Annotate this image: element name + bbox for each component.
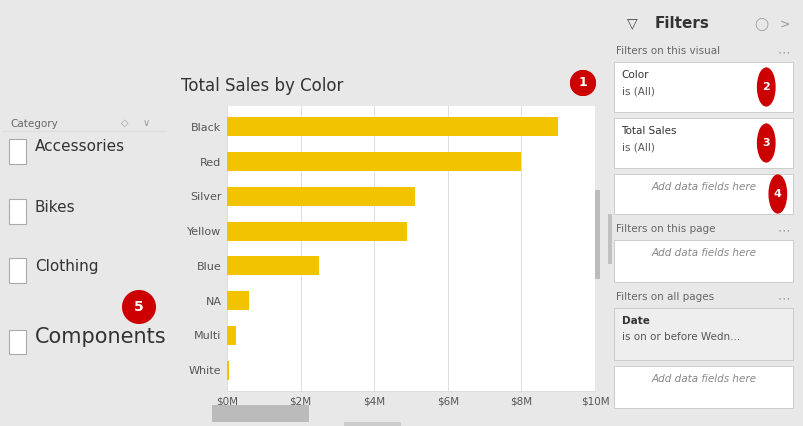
Text: ▽: ▽ [626,16,637,30]
FancyBboxPatch shape [10,139,26,164]
Text: is (All): is (All) [621,86,654,96]
FancyBboxPatch shape [613,62,793,112]
Text: Accessories: Accessories [35,139,125,154]
Text: Filters on this visual: Filters on this visual [615,46,719,56]
FancyBboxPatch shape [10,258,26,283]
Text: Total Sales: Total Sales [621,126,676,135]
Bar [226,187,414,206]
FancyBboxPatch shape [613,240,793,282]
Bar [226,222,407,241]
Text: Add data fields here: Add data fields here [651,374,756,383]
Text: Clothing: Clothing [35,259,99,273]
Bar [226,152,521,171]
Circle shape [768,175,785,213]
Circle shape [756,68,774,106]
Text: ⋯: ⋯ [777,46,789,59]
Text: 4: 4 [773,189,781,199]
FancyBboxPatch shape [613,366,793,408]
Text: Date: Date [621,316,649,325]
FancyBboxPatch shape [594,190,599,279]
Text: ⋯: ⋯ [777,224,789,237]
Text: >: > [779,18,789,31]
Text: ∨: ∨ [142,118,149,128]
Text: Bikes: Bikes [35,200,75,215]
FancyBboxPatch shape [607,214,612,264]
Text: Total Sales by Color: Total Sales by Color [181,77,343,95]
FancyBboxPatch shape [613,308,793,360]
Text: Color: Color [621,69,648,80]
FancyBboxPatch shape [212,405,308,421]
Text: 3: 3 [761,138,769,148]
Text: 2: 2 [761,82,769,92]
Text: is on or before Wedn...: is on or before Wedn... [621,332,739,343]
FancyBboxPatch shape [10,330,26,354]
Text: Filters: Filters [654,16,708,31]
Bar [226,256,319,276]
Text: Filters on all pages: Filters on all pages [615,292,713,302]
Text: Category: Category [10,119,58,129]
Text: Filters on this page: Filters on this page [615,224,715,234]
Text: Components: Components [35,327,166,347]
Text: 1: 1 [578,77,587,89]
FancyBboxPatch shape [613,118,793,168]
Text: ⋯: ⋯ [777,292,789,305]
Circle shape [756,124,774,162]
Bar [226,117,557,136]
Text: is (All): is (All) [621,142,654,153]
FancyBboxPatch shape [344,422,401,426]
Text: ◇: ◇ [120,118,128,128]
Bar [226,360,229,380]
Circle shape [123,291,155,323]
FancyBboxPatch shape [10,199,26,224]
Text: 5: 5 [134,300,144,314]
Text: Add data fields here: Add data fields here [651,248,756,258]
Bar [226,291,249,310]
Text: Add data fields here: Add data fields here [651,181,756,192]
FancyBboxPatch shape [613,174,793,214]
Circle shape [570,71,595,95]
Bar [226,326,236,345]
Text: ◯: ◯ [754,18,768,31]
